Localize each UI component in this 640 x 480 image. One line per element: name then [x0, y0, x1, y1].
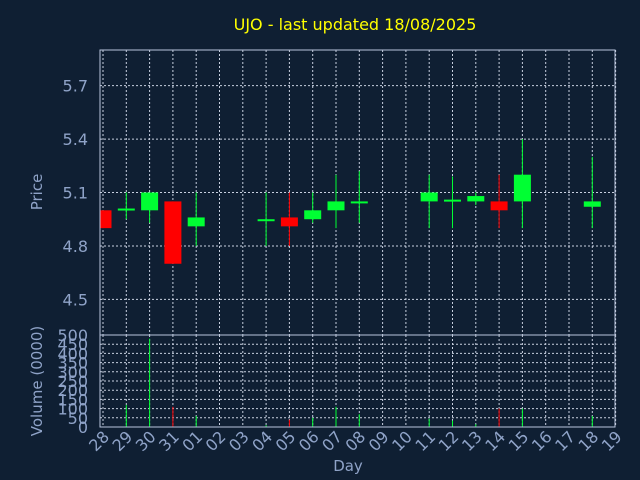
candle-05 [280, 192, 298, 246]
candle-body [583, 201, 601, 207]
volume-y-tick-label: 500 [57, 326, 88, 345]
price-y-ticks: 4.5 4.8 5.1 5.4 5.7 [63, 77, 88, 310]
candle-30 [141, 192, 159, 223]
candle-14 [490, 174, 508, 229]
volume-axis-label: Volume (0000) [28, 326, 46, 436]
candle-29 [117, 192, 135, 220]
volume-plot-frame [99, 334, 616, 428]
candle-body [257, 219, 275, 222]
volume-y-tick-label: 100 [57, 400, 88, 419]
candle-body [490, 201, 508, 211]
candle-body [164, 201, 182, 264]
candle-body [304, 210, 322, 220]
volume-y-tick-label: 200 [57, 381, 88, 400]
candle-04 [257, 192, 275, 246]
candle-31 [164, 201, 182, 264]
candle-body [467, 196, 485, 202]
volume-y-tick-label: 50 [68, 409, 88, 428]
price-y-tick-label: 4.8 [63, 237, 88, 256]
volume-bars [102, 338, 593, 427]
volume-grid [100, 334, 617, 428]
candle-13 [467, 192, 485, 205]
candle-body [280, 217, 298, 227]
candle-18 [583, 156, 601, 229]
price-candles [100, 139, 601, 264]
price-axis-label: Price [28, 174, 46, 211]
candle-01 [187, 192, 205, 246]
candle-body [420, 192, 438, 202]
candle-06 [304, 192, 322, 223]
candle-08 [350, 171, 368, 223]
candle-body [141, 192, 159, 211]
price-y-tick-label: 5.1 [63, 184, 88, 203]
candle-12 [444, 176, 461, 229]
candle-body [513, 174, 531, 202]
candle-body [117, 208, 135, 211]
volume-y-tick-label: 0 [78, 418, 88, 437]
volume-y-tick-label: 350 [57, 354, 88, 373]
price-y-tick-label: 5.4 [63, 130, 88, 149]
candle-28 [100, 210, 112, 229]
x-axis-ticks: 2829303101020304050607080910111213141516… [85, 427, 625, 455]
volume-y-tick-label: 150 [57, 390, 88, 409]
price-grid [100, 50, 617, 335]
candle-11 [420, 174, 438, 229]
candle-body [187, 217, 205, 227]
candle-07 [327, 174, 345, 229]
candle-body [350, 201, 368, 204]
x-axis-label: Day [333, 457, 363, 475]
volume-y-tick-label: 250 [57, 372, 88, 391]
chart-title: UJO - last updated 18/08/2025 [234, 15, 477, 34]
candle-body [100, 210, 112, 229]
price-y-tick-label: 4.5 [63, 290, 88, 309]
price-panel: 4.5 4.8 5.1 5.4 5.7 Price [28, 49, 617, 336]
x-tick-label: 19 [598, 427, 626, 455]
candle-body [327, 201, 345, 211]
price-y-tick-label: 5.7 [63, 77, 88, 96]
candle-15 [513, 139, 531, 229]
volume-y-tick-label: 400 [57, 344, 88, 363]
volume-y-tick-label: 450 [57, 335, 88, 354]
candle-body [444, 199, 461, 202]
volume-y-tick-label: 300 [57, 363, 88, 382]
